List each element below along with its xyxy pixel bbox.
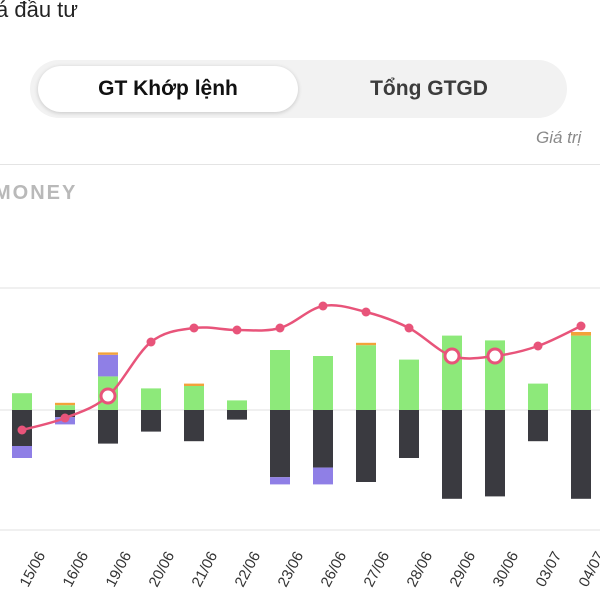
bar-dark	[571, 410, 591, 499]
tab-total-value[interactable]: Tổng GTGD	[370, 77, 488, 100]
x-tick-label: 26/06	[318, 549, 351, 590]
line-point	[60, 413, 70, 423]
line-point	[361, 307, 371, 317]
bar-green	[12, 393, 32, 410]
bar-orange	[184, 383, 204, 386]
line-point	[533, 341, 543, 351]
line-point	[576, 321, 586, 331]
bar-green	[55, 405, 75, 410]
view-toggle: GT Khớp lệnh Tổng GTGD	[30, 60, 567, 118]
bar-green	[442, 335, 462, 410]
bar-orange	[356, 342, 376, 346]
bar-purple	[12, 446, 32, 458]
bar-green	[528, 383, 548, 410]
line-point-highlight	[99, 387, 117, 405]
bar-green	[356, 345, 376, 410]
x-tick-label: 30/06	[490, 549, 523, 590]
line-point	[232, 325, 242, 335]
bar-orange	[98, 352, 118, 355]
bar-green	[313, 356, 333, 410]
bar-dark	[313, 410, 333, 468]
page-title: á đầu tư	[0, 0, 79, 22]
bar-orange	[571, 332, 591, 336]
bar-dark	[356, 410, 376, 482]
bar-purple	[313, 467, 333, 485]
line-point	[318, 301, 328, 311]
line-point	[189, 323, 199, 333]
x-tick-label: 03/07	[533, 549, 566, 590]
line-point-highlight	[443, 347, 461, 365]
unit-note: Giá trị	[536, 128, 582, 147]
x-tick-label: 23/06	[275, 549, 308, 590]
bar-dark	[270, 410, 290, 478]
line-point	[404, 323, 414, 333]
bar-green	[399, 359, 419, 410]
x-tick-label: 27/06	[361, 549, 394, 590]
tab-matched-value[interactable]: GT Khớp lệnh	[38, 66, 298, 112]
x-tick-label: 04/07	[576, 549, 600, 590]
x-tick-label: 20/06	[146, 549, 179, 590]
bar-dark	[399, 410, 419, 458]
line-point	[17, 425, 27, 435]
line-point-highlight	[486, 347, 504, 365]
bar-green	[227, 400, 247, 410]
bar-purple	[98, 354, 118, 377]
bar-green	[184, 386, 204, 410]
x-tick-label: 16/06	[60, 549, 93, 590]
panel-top-border	[0, 164, 600, 165]
bar-dark	[98, 410, 118, 444]
bar-green	[141, 388, 161, 410]
watermark-text: MONEY	[0, 182, 78, 204]
x-tick-label: 19/06	[103, 549, 136, 590]
x-tick-label: 22/06	[232, 549, 265, 590]
bar-dark	[141, 410, 161, 432]
bar-green	[270, 350, 290, 410]
bar-dark	[485, 410, 505, 497]
bar-orange	[55, 402, 75, 406]
line-point	[146, 337, 156, 347]
bar-purple	[270, 477, 290, 485]
x-tick-label: 28/06	[404, 549, 437, 590]
bar-dark	[442, 410, 462, 499]
bar-dark	[184, 410, 204, 442]
bar-dark	[528, 410, 548, 442]
bar-green	[571, 335, 591, 410]
x-tick-label: 29/06	[447, 549, 480, 590]
x-tick-label: 15/06	[17, 549, 50, 590]
bar-dark	[227, 410, 247, 420]
x-tick-label: 21/06	[189, 549, 222, 590]
line-point	[275, 323, 285, 333]
